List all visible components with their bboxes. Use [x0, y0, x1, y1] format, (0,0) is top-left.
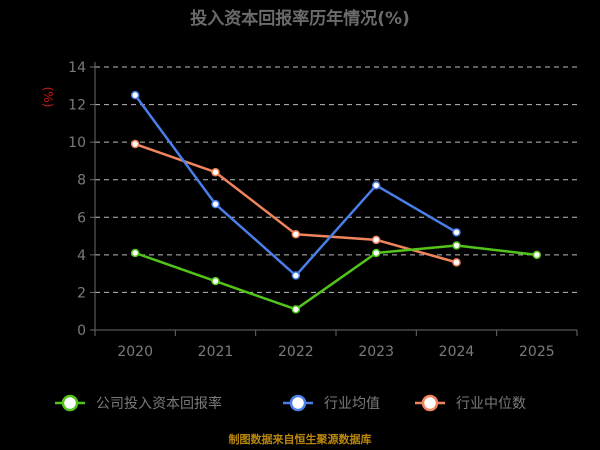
y-tick-label: 6 — [77, 210, 86, 226]
y-tick-label: 12 — [68, 98, 86, 114]
data-point-2-2020[interactable] — [130, 139, 140, 149]
legend-label: 行业中位数 — [456, 396, 526, 412]
series-0 — [130, 241, 542, 314]
legend-item-1[interactable]: 行业均值 — [283, 394, 380, 412]
data-point-0-2022[interactable] — [291, 305, 301, 314]
data-point-1-2020[interactable] — [130, 90, 140, 100]
legend-label: 公司投入资本回报率 — [96, 395, 222, 412]
data-point-1-2024[interactable] — [452, 228, 461, 237]
data-point-1-2022[interactable] — [291, 271, 301, 280]
y-tick-label: 4 — [77, 248, 86, 264]
legend-item-2[interactable]: 行业中位数 — [415, 394, 526, 412]
data-point-1-2021[interactable] — [211, 199, 220, 209]
data-point-2-2021[interactable] — [211, 167, 220, 177]
y-tick-label: 8 — [77, 173, 86, 189]
y-tick-label: 0 — [77, 323, 86, 339]
data-point-0-2025[interactable] — [532, 250, 542, 260]
x-tick-label-2020: 2020 — [117, 344, 153, 360]
data-point-0-2023[interactable] — [371, 248, 381, 258]
legend[interactable]: 公司投入资本回报率 行业均值 行业中位数 — [55, 394, 526, 412]
series-1 — [130, 90, 461, 280]
data-point-2-2024[interactable] — [452, 258, 461, 267]
y-tick-label: 14 — [68, 60, 86, 76]
data-point-0-2024[interactable] — [452, 241, 461, 250]
series-layer — [130, 90, 542, 314]
x-tick-label-2023: 2023 — [358, 344, 394, 360]
y-tick-label: 2 — [77, 285, 86, 301]
axis-layer: 0 2 4 6 8 10 12 14 2020 2021 2022 2023 2024 2025 — [68, 60, 578, 360]
y-axis-label: (%) — [41, 87, 55, 108]
legend-item-0[interactable]: 公司投入资本回报率 — [55, 394, 222, 412]
legend-swatch-marker — [421, 394, 439, 412]
x-tick-label-2024: 2024 — [439, 344, 475, 360]
legend-swatch-marker — [289, 394, 307, 412]
data-point-2-2023[interactable] — [371, 235, 381, 245]
legend-swatch-marker — [61, 394, 79, 412]
x-tick-label-2021: 2021 — [198, 344, 234, 360]
data-point-0-2021[interactable] — [211, 276, 220, 286]
legend-label: 行业均值 — [324, 396, 380, 412]
series-2 — [130, 139, 461, 267]
x-tick-label-2022: 2022 — [278, 344, 314, 360]
data-point-1-2023[interactable] — [371, 181, 381, 190]
source-note: 制图数据来自恒生聚源数据库 — [229, 432, 372, 446]
grid-layer — [95, 66, 577, 293]
chart-title: 投入资本回报率历年情况(%) — [190, 8, 410, 29]
y-tick-label: 10 — [68, 135, 86, 151]
series-line-0 — [134, 244, 537, 311]
x-tick-label-2025: 2025 — [519, 344, 555, 360]
data-point-0-2020[interactable] — [130, 248, 140, 258]
data-point-2-2022[interactable] — [291, 229, 301, 239]
